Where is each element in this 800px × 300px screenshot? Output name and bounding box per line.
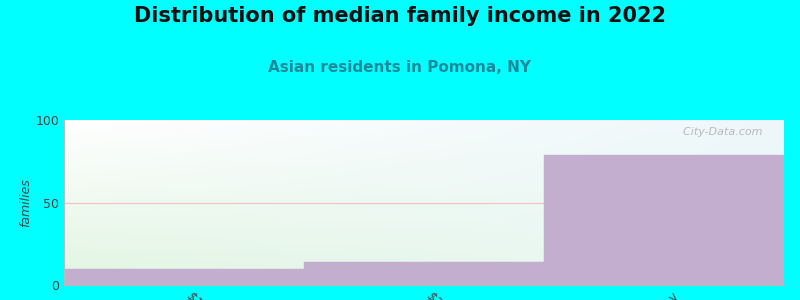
- Text: Asian residents in Pomona, NY: Asian residents in Pomona, NY: [269, 60, 531, 75]
- Text: Distribution of median family income in 2022: Distribution of median family income in …: [134, 6, 666, 26]
- Text: City-Data.com: City-Data.com: [676, 127, 762, 136]
- Bar: [64, 268, 304, 285]
- Bar: [304, 262, 544, 285]
- Bar: [544, 154, 784, 285]
- Y-axis label: families: families: [19, 178, 33, 227]
